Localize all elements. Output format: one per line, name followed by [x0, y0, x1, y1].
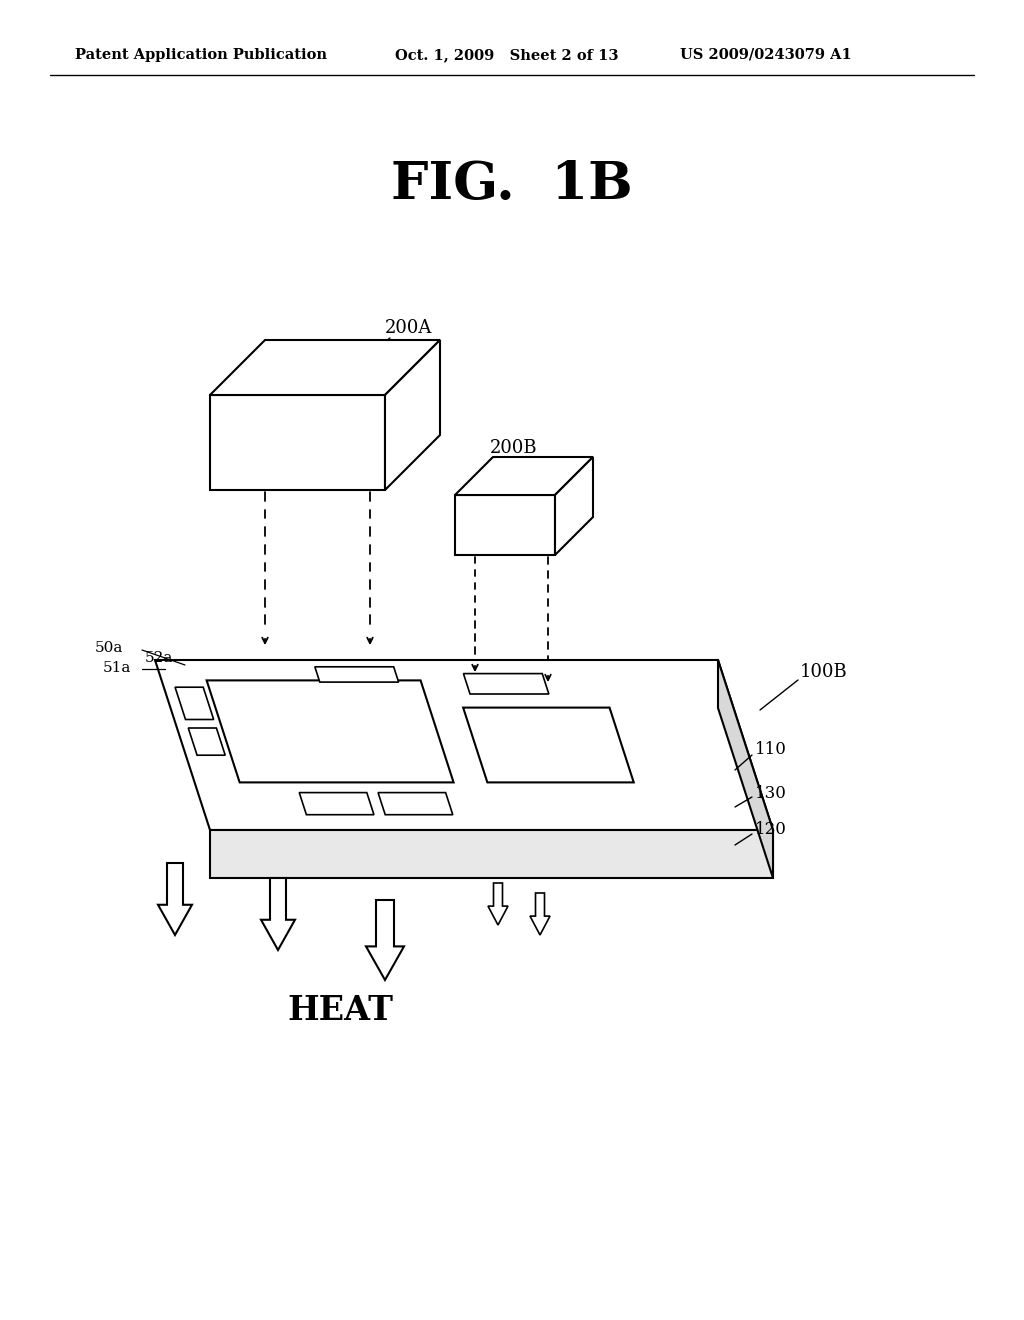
Text: 50a: 50a	[95, 642, 123, 655]
Polygon shape	[175, 688, 214, 719]
Text: HEAT: HEAT	[287, 994, 393, 1027]
Text: 100B: 100B	[800, 663, 848, 681]
Polygon shape	[210, 395, 385, 490]
Text: 120: 120	[755, 821, 786, 838]
Polygon shape	[155, 660, 773, 830]
Polygon shape	[210, 830, 773, 878]
Polygon shape	[464, 673, 549, 694]
Polygon shape	[718, 660, 773, 878]
Text: 130: 130	[755, 784, 786, 801]
Text: 110: 110	[755, 742, 786, 759]
Text: FIG.  1B: FIG. 1B	[391, 160, 633, 210]
Polygon shape	[555, 457, 593, 554]
Polygon shape	[314, 667, 398, 682]
Polygon shape	[488, 883, 508, 925]
Polygon shape	[158, 863, 193, 935]
Polygon shape	[530, 894, 550, 935]
Text: 51a: 51a	[103, 661, 131, 675]
Polygon shape	[366, 900, 404, 979]
Polygon shape	[455, 495, 555, 554]
Text: 200B: 200B	[490, 440, 538, 457]
Polygon shape	[385, 341, 440, 490]
Polygon shape	[210, 341, 440, 395]
Text: Oct. 1, 2009   Sheet 2 of 13: Oct. 1, 2009 Sheet 2 of 13	[395, 48, 618, 62]
Text: US 2009/0243079 A1: US 2009/0243079 A1	[680, 48, 852, 62]
Polygon shape	[299, 792, 374, 814]
Polygon shape	[455, 457, 593, 495]
Text: Patent Application Publication: Patent Application Publication	[75, 48, 327, 62]
Text: 52a: 52a	[145, 651, 173, 665]
Polygon shape	[207, 680, 454, 783]
Text: 200A: 200A	[385, 319, 432, 337]
Polygon shape	[463, 708, 634, 783]
Polygon shape	[261, 878, 295, 950]
Polygon shape	[378, 792, 453, 814]
Polygon shape	[188, 729, 225, 755]
